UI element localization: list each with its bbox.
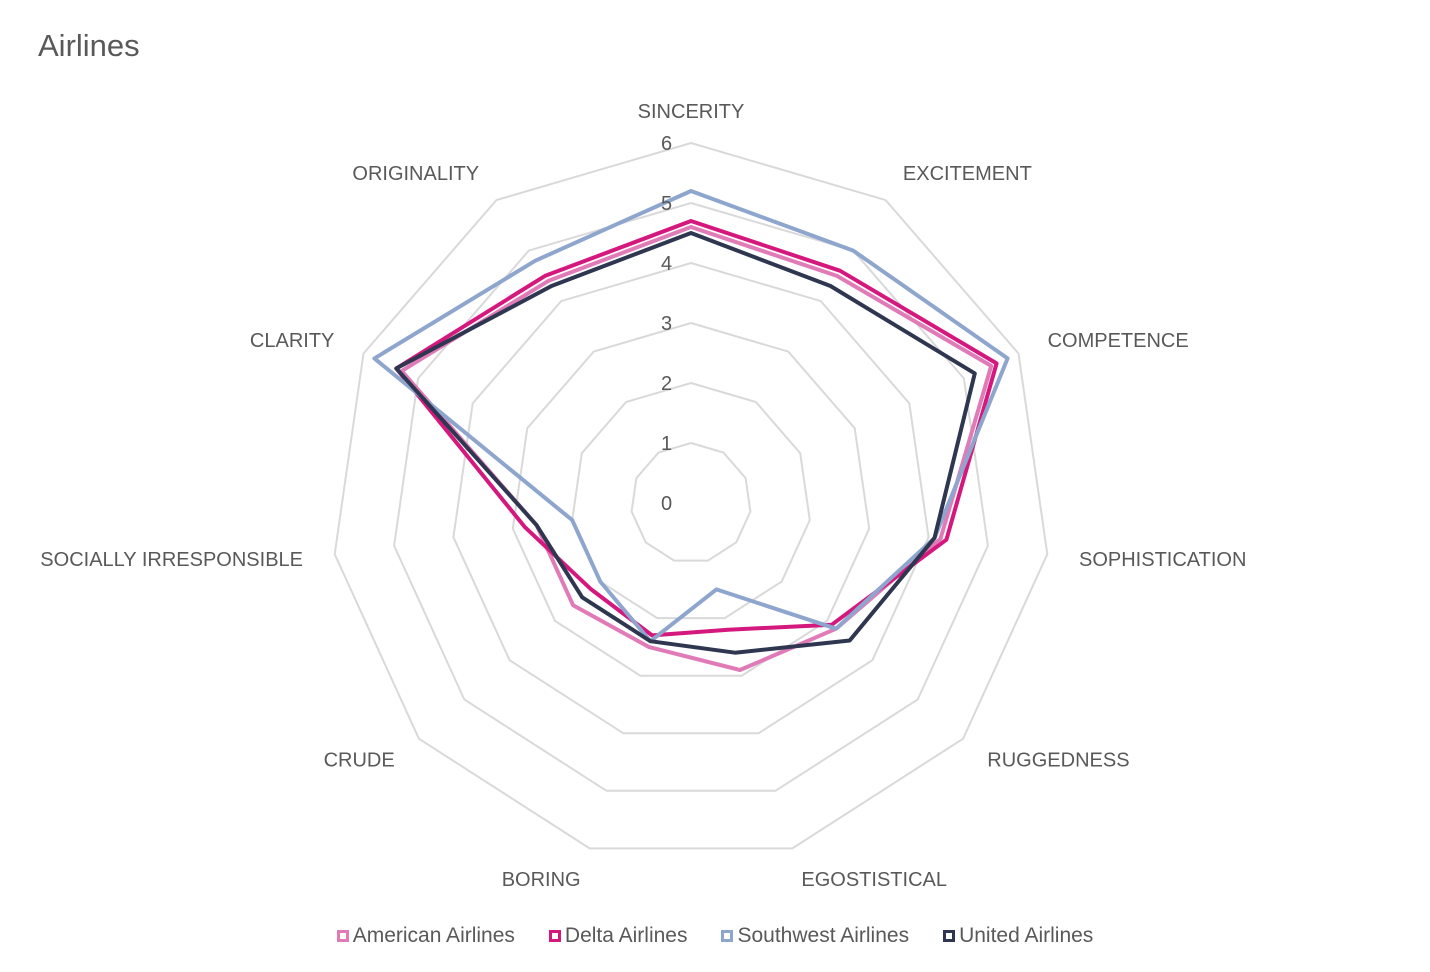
- axis-label: SOCIALLY IRRESPONSIBLE: [40, 549, 303, 571]
- legend-label: Southwest Airlines: [737, 924, 910, 947]
- tick-label: 1: [661, 433, 672, 455]
- axis-label: BORING: [502, 869, 581, 891]
- axis-label: COMPETENCE: [1048, 330, 1189, 352]
- tick-label: 3: [661, 313, 672, 335]
- axis-label: ORIGINALITY: [352, 163, 479, 185]
- grid-ring: [571, 381, 811, 620]
- axis-label: CRUDE: [324, 750, 395, 772]
- legend-item: American Airlines: [336, 924, 515, 948]
- tick-label: 5: [661, 193, 672, 215]
- legend-swatch: [548, 930, 561, 942]
- series-line: [399, 225, 994, 672]
- legend-swatch: [943, 930, 956, 942]
- series-line: [394, 231, 977, 655]
- axis-label: SOPHISTICATION: [1079, 549, 1246, 571]
- grid-layer: [333, 141, 1049, 850]
- legend: American Airlines Delta Airlines Southwest…: [0, 924, 1430, 948]
- grid-ring: [630, 441, 752, 562]
- legend-label: American Airlines: [352, 924, 515, 947]
- tick-label: 0: [661, 493, 672, 515]
- grid-ring: [511, 321, 871, 677]
- tick-label: 6: [661, 133, 672, 155]
- axis-label: EXCITEMENT: [903, 163, 1032, 185]
- grid-ring: [333, 141, 1049, 850]
- tick-label: 2: [661, 373, 672, 395]
- legend-item: Southwest Airlines: [721, 924, 909, 948]
- legend-swatch: [721, 930, 734, 942]
- series-layer: [372, 189, 1010, 672]
- tick-label: 4: [661, 253, 672, 275]
- grid-ring: [452, 261, 930, 735]
- chart-title: Airlines: [38, 28, 140, 63]
- label-layer: 0 1 2 3 4 5 6 SINCERITY EXCITEMENT COMPETENCE SOPH…: [40, 101, 1246, 891]
- legend-label: United Airlines: [959, 924, 1094, 947]
- legend-item: Delta Airlines: [548, 924, 688, 948]
- axis-label: EGOSTISTICAL: [801, 869, 947, 891]
- legend-label: Delta Airlines: [564, 924, 688, 947]
- series-line: [372, 189, 1010, 644]
- axis-label: SINCERITY: [638, 101, 745, 123]
- axis-label: CLARITY: [250, 330, 334, 352]
- axis-label: RUGGEDNESS: [987, 750, 1129, 772]
- legend-swatch: [336, 930, 349, 942]
- legend-item: United Airlines: [943, 924, 1093, 948]
